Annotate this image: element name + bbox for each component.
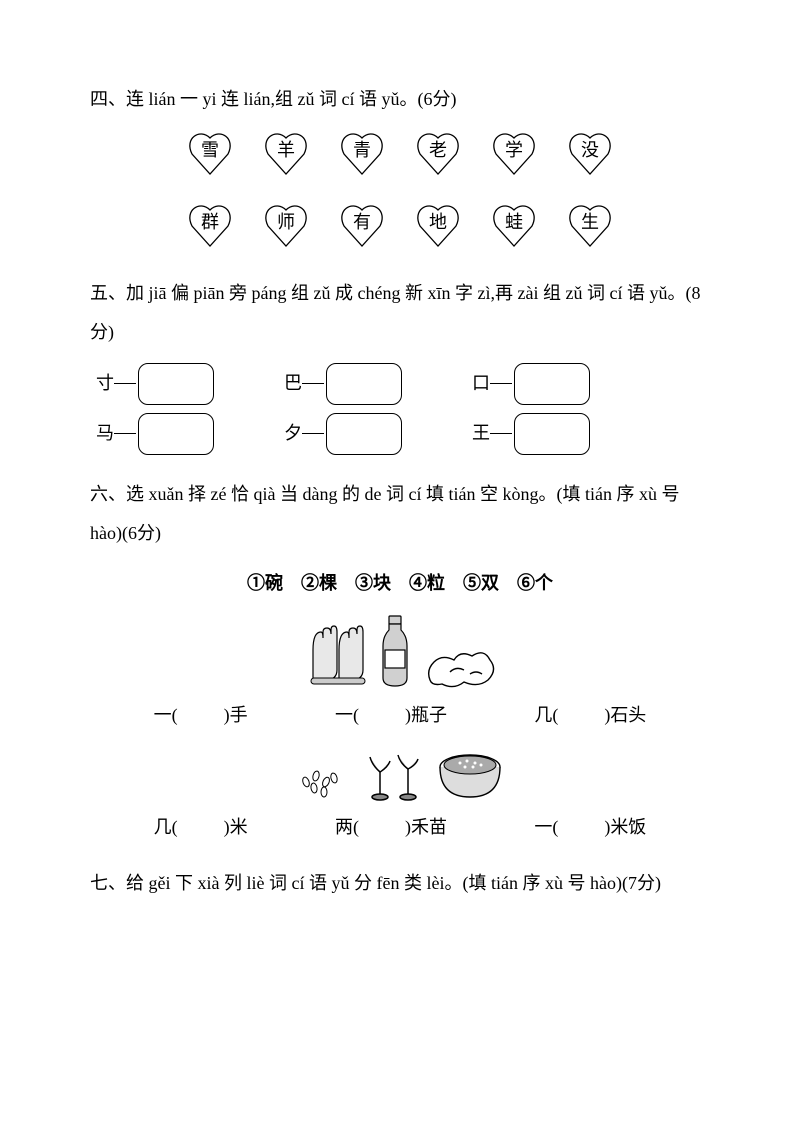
heart-item: 青 [338, 130, 386, 178]
heart-char: 老 [429, 131, 447, 171]
underline[interactable] [114, 433, 136, 434]
section-5: 五、加 jiā 偏 piān 旁 páng 组 zǔ 成 chéng 新 xīn… [90, 274, 710, 455]
heart-char: 生 [581, 203, 599, 243]
section-4: 四、连 lián 一 yi 连 lián,组 zǔ 词 cí 语 yǔ。(6分)… [90, 80, 710, 250]
heart-item: 学 [490, 130, 538, 178]
heart-char: 师 [277, 203, 295, 243]
q5-char: 王 [472, 414, 490, 454]
heart-char: 没 [581, 131, 599, 171]
hands-icon [301, 620, 371, 690]
heart-item: 有 [338, 202, 386, 250]
underline[interactable] [490, 433, 512, 434]
q6-images-2 [90, 747, 710, 802]
heart-char: 雪 [201, 131, 219, 171]
heart-item: 没 [566, 130, 614, 178]
q6-title: 六、选 xuǎn 择 zé 恰 qià 当 dàng 的 de 词 cí 填 t… [90, 475, 710, 554]
underline[interactable] [114, 383, 136, 384]
q5-char: 口 [472, 364, 490, 404]
q6-images-1 [90, 612, 710, 690]
heart-item: 蛙 [490, 202, 538, 250]
fill-item: 一()米饭 [534, 808, 646, 848]
heart-char: 有 [353, 203, 371, 243]
heart-char: 蛙 [505, 203, 523, 243]
heart-item: 地 [414, 202, 462, 250]
fill-item: 几()米 [154, 808, 248, 848]
heart-item: 雪 [186, 130, 234, 178]
heart-char: 地 [429, 203, 447, 243]
fill-item: 两()禾苗 [335, 808, 447, 848]
section-7: 七、给 gěi 下 xià 列 liè 词 cí 语 yǔ 分 fēn 类 lè… [90, 864, 710, 904]
q5-char: 夕 [284, 414, 302, 454]
bottle-icon [375, 612, 415, 690]
heart-item: 群 [186, 202, 234, 250]
q5-item: 口 [472, 363, 590, 405]
heart-item: 羊 [262, 130, 310, 178]
q5-item: 巴 [284, 363, 402, 405]
underline[interactable] [302, 433, 324, 434]
q6-fill-row1: 一()手 一()瓶子 几()石头 [90, 696, 710, 736]
heart-char: 羊 [277, 131, 295, 171]
q4-hearts-bottom: 群 师 有 地 蛙 生 [90, 202, 710, 250]
q5-char: 巴 [284, 364, 302, 404]
rice-grains-icon [296, 762, 356, 802]
q4-title: 四、连 lián 一 yi 连 lián,组 zǔ 词 cí 语 yǔ。(6分) [90, 80, 710, 120]
fill-item: 一()手 [154, 696, 248, 736]
q5-title: 五、加 jiā 偏 piān 旁 páng 组 zǔ 成 chéng 新 xīn… [90, 274, 710, 353]
q5-row2: 马 夕 王 [90, 413, 710, 455]
q5-row1: 寸 巴 口 [90, 363, 710, 405]
fill-item: 几()石头 [534, 696, 646, 736]
q4-hearts-top: 雪 羊 青 老 学 没 [90, 130, 710, 178]
q5-char: 寸 [96, 364, 114, 404]
answer-box[interactable] [326, 413, 402, 455]
rice-bowl-icon [435, 747, 505, 802]
underline[interactable] [302, 383, 324, 384]
q5-item: 王 [472, 413, 590, 455]
q5-item: 马 [96, 413, 214, 455]
q6-options: ①碗 ②棵 ③块 ④粒 ⑤双 ⑥个 [90, 564, 710, 604]
heart-char: 学 [505, 131, 523, 171]
heart-char: 群 [201, 203, 219, 243]
seedlings-icon [360, 747, 430, 802]
q5-item: 夕 [284, 413, 402, 455]
answer-box[interactable] [326, 363, 402, 405]
heart-item: 师 [262, 202, 310, 250]
underline[interactable] [490, 383, 512, 384]
q5-item: 寸 [96, 363, 214, 405]
answer-box[interactable] [138, 413, 214, 455]
q7-title: 七、给 gěi 下 xià 列 liè 词 cí 语 yǔ 分 fēn 类 lè… [90, 864, 710, 904]
rocks-icon [420, 630, 500, 690]
q5-char: 马 [96, 414, 114, 454]
answer-box[interactable] [514, 413, 590, 455]
section-6: 六、选 xuǎn 择 zé 恰 qià 当 dàng 的 de 词 cí 填 t… [90, 475, 710, 848]
heart-char: 青 [353, 131, 371, 171]
answer-box[interactable] [138, 363, 214, 405]
heart-item: 老 [414, 130, 462, 178]
fill-item: 一()瓶子 [335, 696, 447, 736]
q6-fill-row2: 几()米 两()禾苗 一()米饭 [90, 808, 710, 848]
heart-item: 生 [566, 202, 614, 250]
answer-box[interactable] [514, 363, 590, 405]
